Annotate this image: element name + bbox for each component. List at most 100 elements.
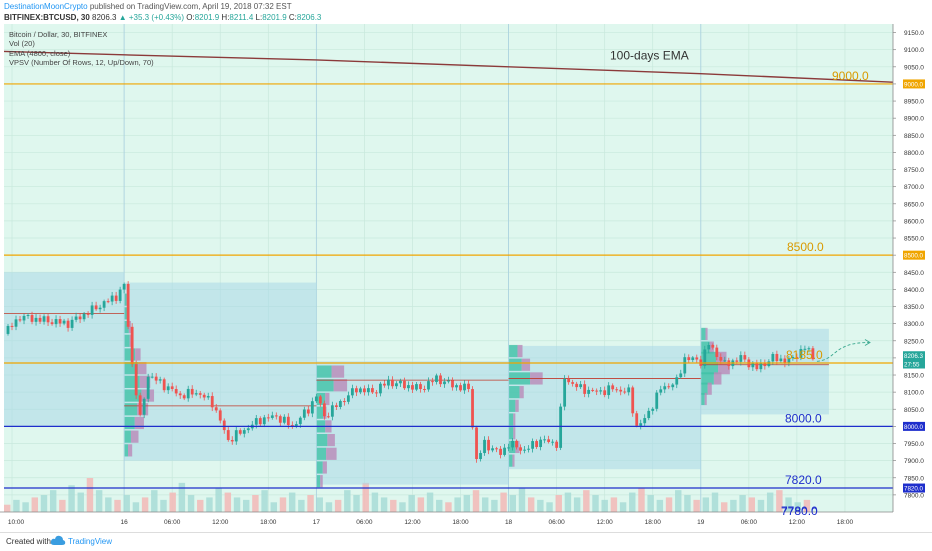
candle-body <box>50 322 54 325</box>
volume-bar <box>629 492 636 512</box>
time-tick-label-front: 17 <box>313 519 321 526</box>
candle-body <box>74 316 78 320</box>
candle-body <box>330 405 334 417</box>
volume-bar <box>215 487 222 512</box>
candle-body <box>210 396 214 408</box>
candle-body <box>326 416 330 418</box>
time-tick-label-front: 06:00 <box>356 519 373 526</box>
volume-bar <box>711 492 719 512</box>
profile-row-down <box>326 447 337 460</box>
candle-body <box>282 416 286 423</box>
candle-body <box>294 424 298 426</box>
price-tick-label: 7800.0 <box>904 492 924 499</box>
volume-bar <box>546 502 553 512</box>
candle-body <box>70 319 74 328</box>
volume-bar <box>233 497 241 512</box>
price-tag-label: 27:55 <box>904 362 920 369</box>
volume-bar <box>95 490 103 512</box>
candle-body <box>38 317 42 322</box>
price-chart[interactable]: 100-days EMA 9000.0 8500.0 8185.0 8000.0 7820… <box>0 24 932 532</box>
volume-bar <box>481 497 489 512</box>
candle-body <box>334 405 338 407</box>
volume-bar <box>675 490 682 512</box>
candle-body <box>503 447 506 455</box>
legend-vol[interactable]: Vol (20) <box>9 39 35 49</box>
candle-body <box>719 356 723 361</box>
candle-body <box>194 393 198 395</box>
volume-bar <box>197 499 204 512</box>
level-tag <box>903 421 925 431</box>
candle-body <box>555 441 559 448</box>
volume-bar <box>307 495 314 512</box>
candle-body <box>186 388 190 399</box>
price-tick-label: 8850.0 <box>904 133 924 140</box>
profile-row-up <box>124 430 131 443</box>
candle-body <box>527 448 530 450</box>
candle-body <box>671 384 675 388</box>
candle-body <box>222 420 226 431</box>
legend-ema[interactable]: EMA (4800, close) <box>9 48 71 58</box>
legend-vpsv[interactable]: VPSV (Number Of Rows, 12, Up/Down, 70) <box>9 57 154 67</box>
volume-bar <box>344 490 351 512</box>
candle-body <box>198 393 202 395</box>
volume-bar <box>261 490 268 512</box>
candle-body <box>599 390 603 392</box>
profile-row-up <box>124 416 135 430</box>
candle-body <box>254 418 258 425</box>
volume-bar <box>739 495 746 512</box>
time-tick-label-front: 10:00 <box>8 519 25 526</box>
profile-row-up <box>316 406 324 419</box>
volume-bar <box>555 495 562 512</box>
candle-body <box>595 390 599 392</box>
candle-body <box>799 349 803 359</box>
price-tick-label: 7850.0 <box>904 475 924 482</box>
volume-bar <box>399 502 406 512</box>
volume-bar <box>564 492 572 512</box>
volume-bar <box>702 497 710 512</box>
volume-bars <box>4 478 811 512</box>
candle-body <box>791 356 795 359</box>
candle-body <box>807 348 811 350</box>
volume-bar <box>298 499 305 512</box>
volume-bar <box>22 502 29 512</box>
profile-row-up <box>509 399 516 412</box>
candle-body <box>627 387 631 393</box>
volume-bar <box>288 492 296 512</box>
published-text: published on TradingView.com, April 19, … <box>89 2 292 11</box>
candle-body <box>479 453 482 460</box>
volume-bar <box>105 497 112 512</box>
publish-line: DestinationMoonCrypto published on Tradi… <box>4 2 292 11</box>
candle-body <box>134 364 138 396</box>
author-link[interactable]: DestinationMoonCrypto <box>4 2 88 11</box>
candle-body <box>463 383 466 391</box>
candle-body <box>358 388 362 393</box>
candle-body <box>639 423 643 426</box>
candle-body <box>318 396 322 404</box>
price-tick-label: 8450.0 <box>904 270 924 277</box>
candle-body <box>755 362 759 370</box>
volume-bar <box>472 490 480 512</box>
volume-bar <box>463 495 471 512</box>
tradingview-brand[interactable]: TradingView <box>68 537 113 546</box>
volume-bar <box>270 502 278 512</box>
plot-content <box>4 50 893 512</box>
candle-body <box>306 409 310 414</box>
candle-body <box>142 398 146 415</box>
profile-row-up <box>124 320 129 334</box>
volume-bar <box>748 497 755 512</box>
candle-body <box>567 378 571 383</box>
candle-body <box>66 320 70 328</box>
volume-bar <box>59 499 66 512</box>
candle-body <box>110 295 114 302</box>
profile-row-down <box>327 433 335 447</box>
candle-body <box>338 401 342 407</box>
candle-body <box>274 415 278 417</box>
volume-bar <box>573 497 581 512</box>
high-value: 8211.4 <box>229 13 254 22</box>
candle-body <box>739 355 743 362</box>
candle-body <box>42 316 46 322</box>
profile-row-up <box>701 382 708 395</box>
price-tag <box>903 359 925 369</box>
candle-body <box>507 447 510 449</box>
candle-body <box>246 428 250 431</box>
